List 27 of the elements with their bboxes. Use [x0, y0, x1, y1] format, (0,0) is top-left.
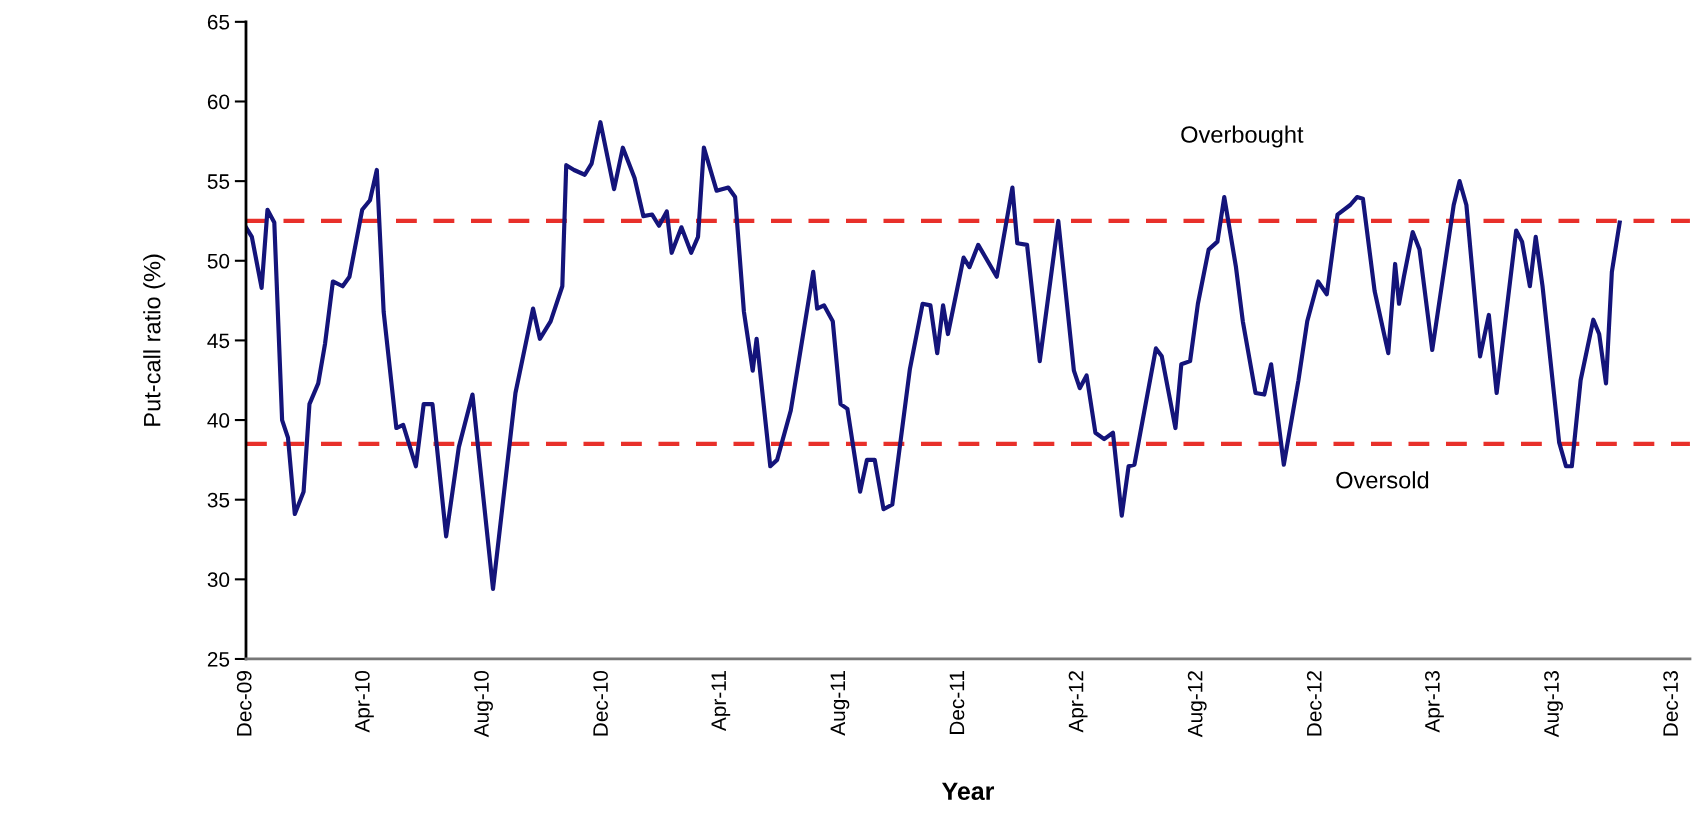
- y-tick-label: 45: [207, 333, 230, 349]
- x-axis-title: Year: [941, 782, 995, 801]
- y-tick-label: 40: [207, 413, 230, 428]
- x-tick-label: Apr-13: [1425, 671, 1444, 733]
- x-tick-label: Dec-11: [949, 671, 965, 734]
- x-tick-label: Dec-13: [1663, 671, 1678, 736]
- x-tick-label: Aug-11: [830, 671, 850, 736]
- y-tick-label: 60: [207, 94, 230, 110]
- x-tick-label: Aug-12: [1187, 671, 1207, 738]
- x-tick-label: Apr-12: [1068, 671, 1088, 733]
- line-series: [245, 120, 1622, 591]
- annotation: Overbought: [1181, 125, 1304, 148]
- y-axis-title: Put-call ratio (%): [143, 254, 166, 426]
- y-tick-label: 55: [207, 174, 230, 189]
- x-tick-label: Dec-12: [1306, 671, 1322, 736]
- x-tick-label: Dec-10: [593, 670, 608, 736]
- x-tick-label: Apr-10: [354, 670, 374, 733]
- x-tick-label: Apr-11: [711, 671, 731, 732]
- y-tick-label: 35: [207, 492, 230, 508]
- y-tick-label: 50: [207, 253, 230, 269]
- x-tick-label: Aug-10: [474, 670, 493, 738]
- x-tick-label: Dec-09: [236, 671, 252, 736]
- y-tick-label: 65: [207, 14, 230, 30]
- x-tick-label: Aug-13: [1544, 671, 1563, 738]
- annotation: Oversold: [1336, 471, 1429, 489]
- y-tick-label: 30: [207, 572, 230, 588]
- y-tick-label: 25: [207, 651, 230, 667]
